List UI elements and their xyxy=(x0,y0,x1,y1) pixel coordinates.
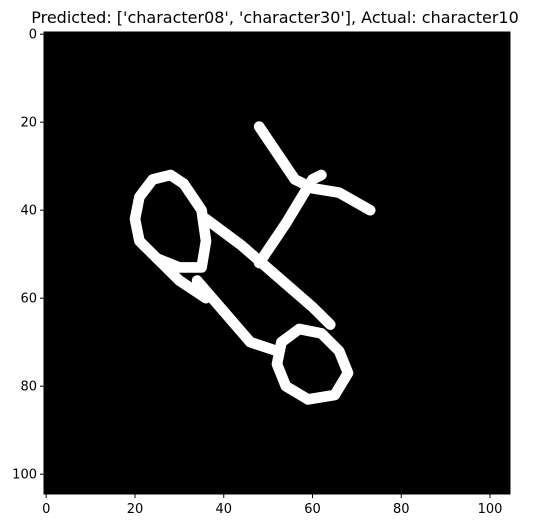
image-background xyxy=(44,32,510,494)
glyph-stroke-6 xyxy=(151,253,212,304)
x-tick-label: 100 xyxy=(478,502,503,517)
y-tick-label: 100 xyxy=(12,468,37,483)
y-tick-label: 60 xyxy=(20,292,37,307)
x-tick-label: 20 xyxy=(127,502,144,517)
x-tick-label: 80 xyxy=(393,502,410,517)
axes-frame xyxy=(43,31,511,495)
glyph-stroke-5 xyxy=(200,213,336,330)
chart-title: Predicted: ['character08', 'character30'… xyxy=(31,8,519,27)
y-tick-label: 40 xyxy=(20,204,37,219)
x-axis: 0 20 40 60 80 100 xyxy=(42,494,502,517)
image-plot-area xyxy=(43,31,511,495)
glyph-stroke-3 xyxy=(271,323,354,405)
glyph-stroke-2 xyxy=(129,169,212,273)
y-tick-label: 20 xyxy=(20,116,37,131)
y-tick-label: 80 xyxy=(20,380,37,395)
x-tick-label: 0 xyxy=(42,502,50,517)
x-tick-label: 60 xyxy=(304,502,321,517)
y-axis: 0 20 40 60 80 100 xyxy=(12,28,44,483)
y-tick-label: 0 xyxy=(29,28,37,43)
x-tick-label: 40 xyxy=(215,502,232,517)
glyph-stroke-1 xyxy=(253,169,327,269)
